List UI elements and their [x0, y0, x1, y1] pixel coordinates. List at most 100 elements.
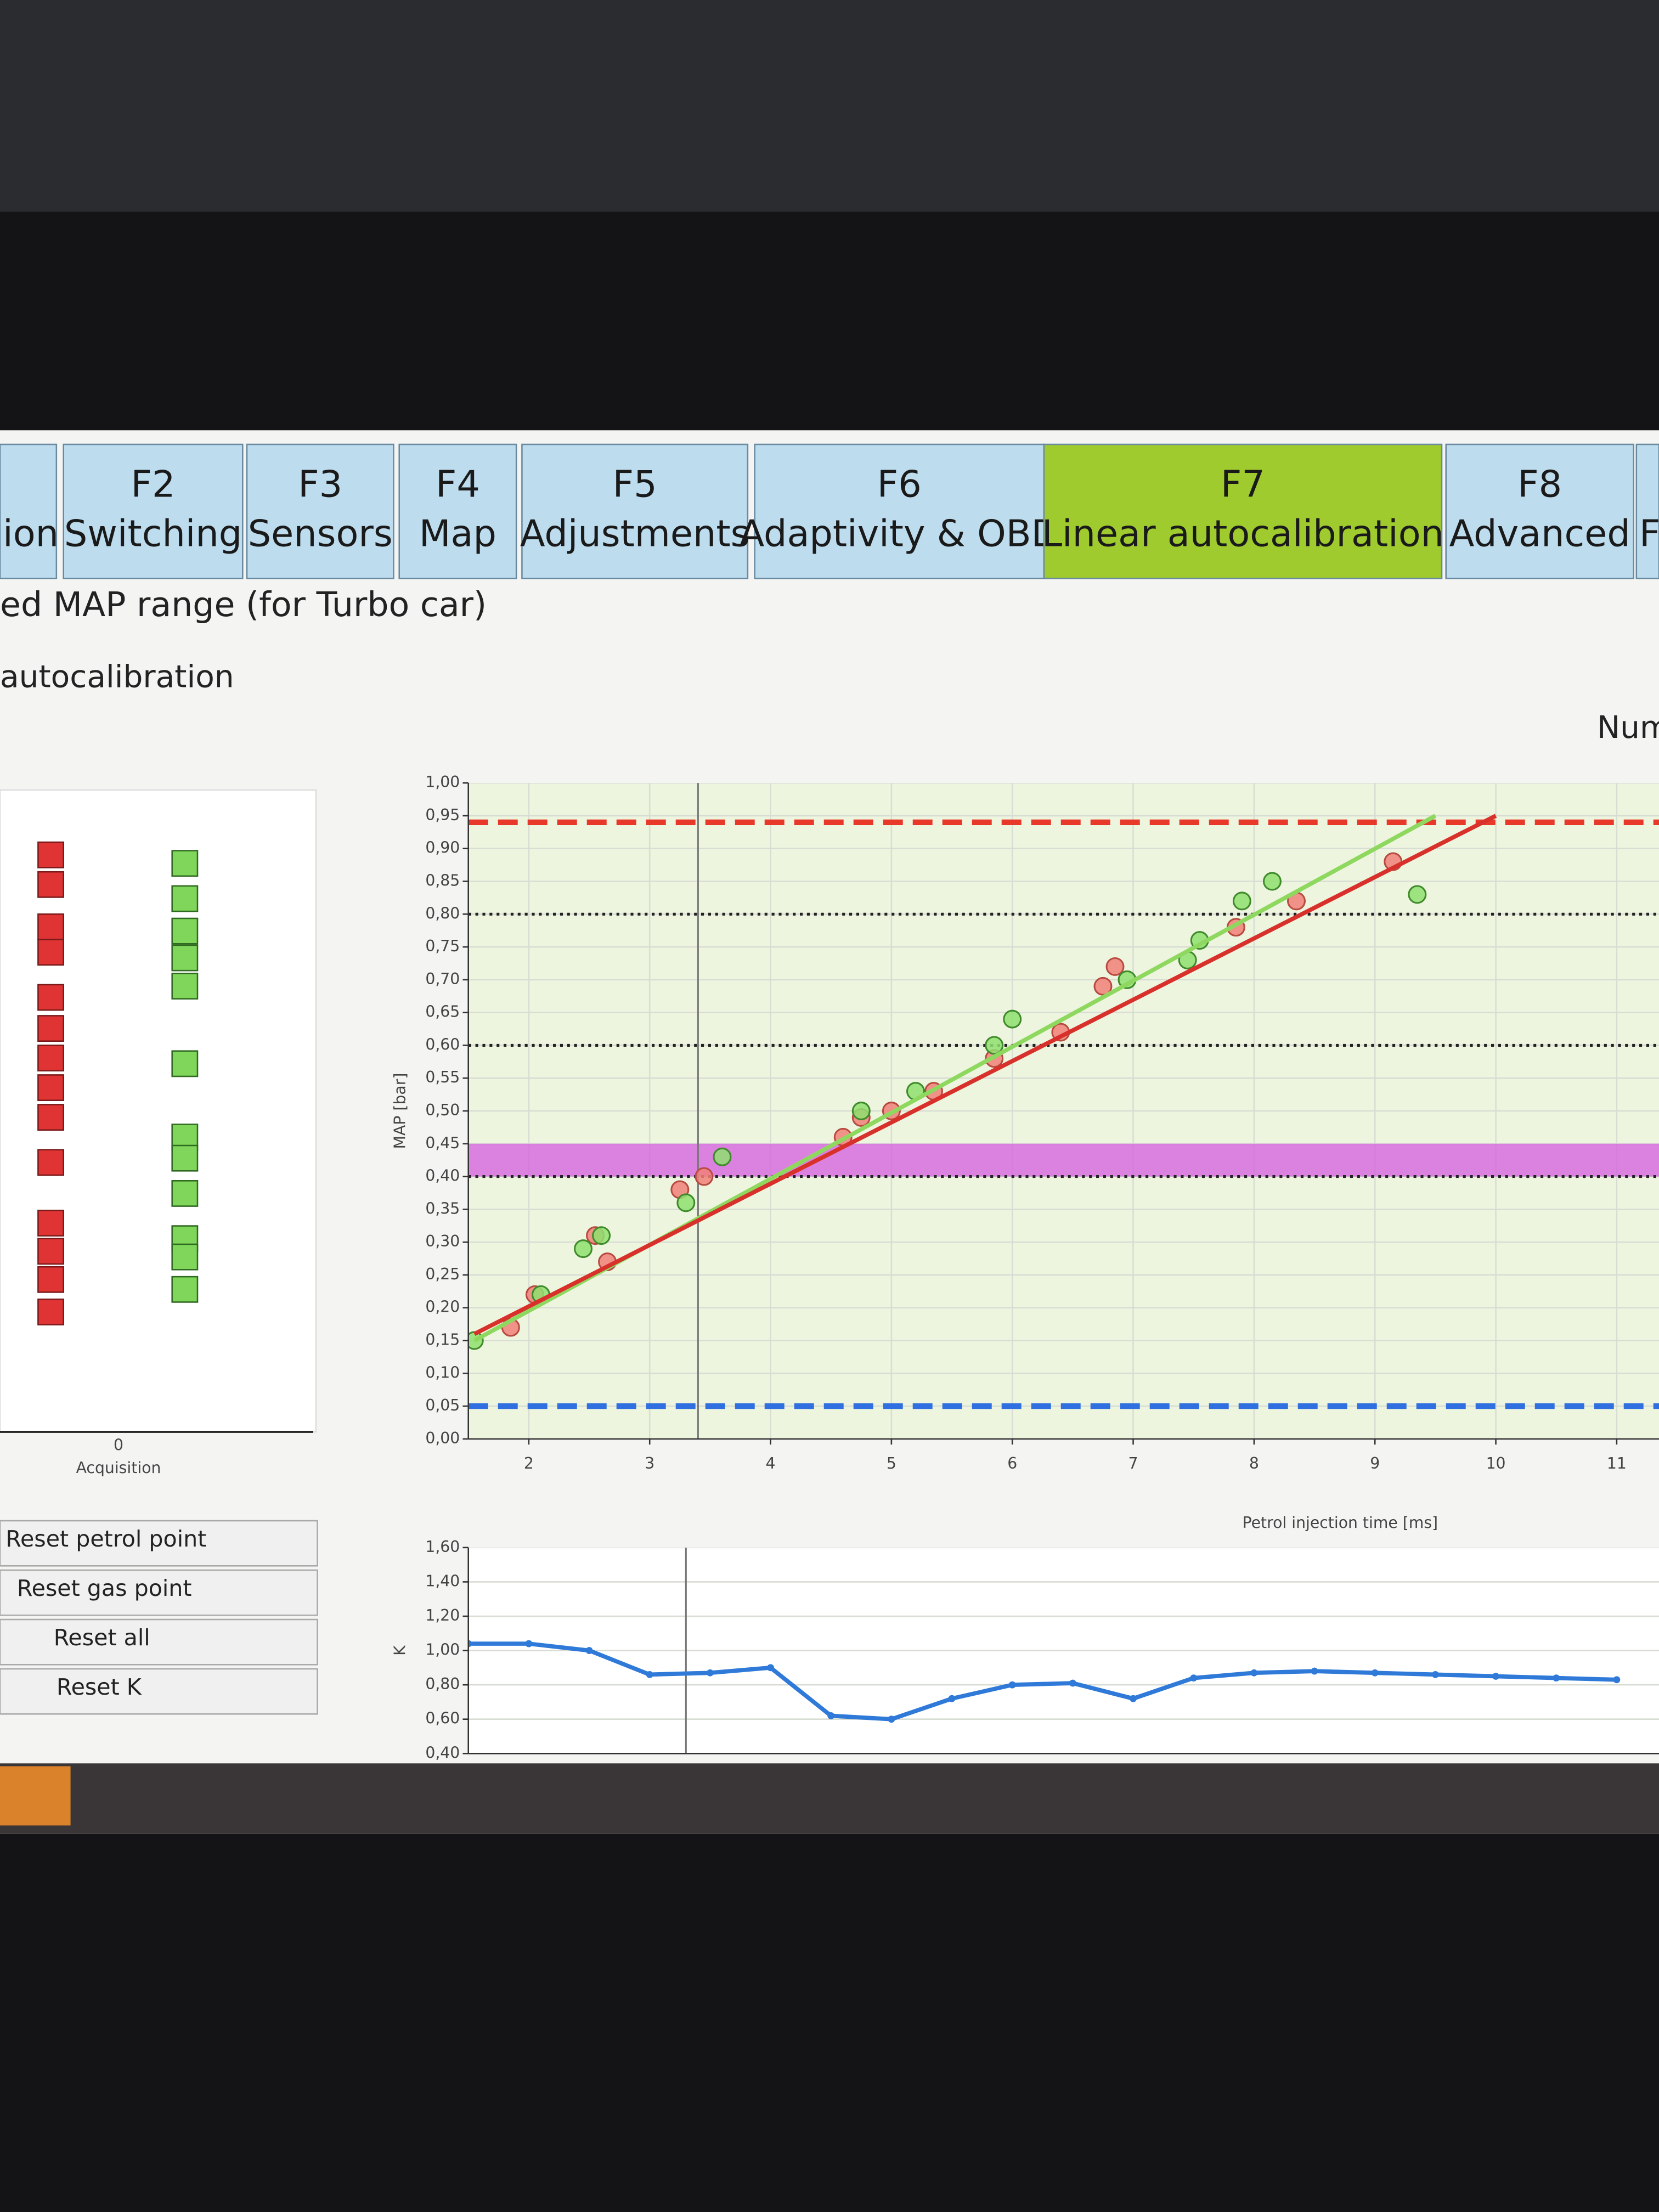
status-red [37, 1104, 65, 1131]
y-tick-label: 0,60 [425, 1035, 460, 1053]
tab[interactable] [1043, 443, 1443, 579]
tab-label: F [1639, 512, 1659, 555]
data-point [1130, 1695, 1137, 1702]
y-tick-label: 0,80 [425, 1675, 460, 1693]
data-point [1250, 1669, 1258, 1677]
status-red [37, 1299, 65, 1325]
y-axis-title: MAP [bar] [391, 1073, 409, 1149]
status-green [171, 1180, 199, 1207]
status-red [37, 1015, 65, 1042]
y-axis-title: K [391, 1645, 409, 1656]
button-label: Reset all [54, 1624, 150, 1651]
y-tick-label: 0,45 [425, 1134, 460, 1152]
taskbar [0, 1763, 1659, 1834]
y-tick-label: 0,15 [425, 1331, 460, 1349]
button[interactable] [0, 1668, 318, 1715]
button-label: Reset gas point [17, 1575, 192, 1601]
plot-layer [468, 783, 1659, 1439]
status-red [37, 871, 65, 898]
status-red [37, 1149, 65, 1176]
data-point [1105, 957, 1125, 976]
y-tick-label: 0,85 [425, 872, 460, 890]
y-tick-label: 0,30 [425, 1232, 460, 1250]
data-point [713, 1147, 732, 1166]
data-point [1262, 872, 1282, 891]
tab[interactable] [246, 443, 394, 579]
acquisition-label: Acquisition [76, 1459, 161, 1477]
x-tick-label: 2 [524, 1454, 534, 1472]
x-tick-label: 10 [1486, 1454, 1506, 1472]
tab[interactable] [0, 443, 58, 579]
tab[interactable] [1445, 443, 1634, 579]
data-point [676, 1193, 696, 1212]
data-point [827, 1712, 835, 1719]
tab[interactable] [1635, 443, 1659, 579]
x-tick-label: 8 [1249, 1454, 1259, 1472]
subsection-title: autocalibration [0, 658, 234, 695]
data-point [1408, 885, 1427, 904]
tab[interactable] [63, 443, 244, 579]
y-tick-label: 1,60 [425, 1538, 460, 1556]
data-point [592, 1226, 611, 1245]
y-tick-label: 0,55 [425, 1068, 460, 1086]
status-green [171, 1144, 199, 1172]
section-title: ed MAP range (for Turbo car) [0, 585, 487, 624]
y-tick-label: 0,20 [425, 1298, 460, 1316]
data-point [1613, 1676, 1621, 1684]
tab[interactable] [398, 443, 517, 579]
x-axis-title: Petrol injection time [ms] [1243, 1514, 1438, 1532]
acquisition-tick: 0 [114, 1436, 123, 1454]
band [468, 1143, 1659, 1177]
data-point [1371, 1669, 1379, 1677]
y-tick-label: 0,10 [425, 1363, 460, 1381]
tab[interactable] [521, 443, 749, 579]
y-tick-label: 0,25 [425, 1265, 460, 1283]
data-point [1069, 1679, 1076, 1687]
y-tick-label: 1,20 [425, 1606, 460, 1624]
status-red [37, 984, 65, 1011]
status-red [37, 1074, 65, 1101]
y-tick-label: 1,00 [425, 1641, 460, 1659]
y-tick-label: 0,50 [425, 1101, 460, 1119]
tab-label: ion [3, 512, 59, 555]
y-tick-label: 0,70 [425, 970, 460, 988]
tab-label: Sensors [248, 512, 393, 555]
button[interactable] [0, 1520, 318, 1567]
data-point [1008, 1681, 1016, 1689]
x-tick-label: 11 [1607, 1454, 1627, 1472]
button[interactable] [0, 1569, 318, 1616]
data-point [985, 1036, 1004, 1055]
y-tick-label: 0,40 [425, 1167, 460, 1185]
data-point [851, 1102, 871, 1120]
data-point [1431, 1671, 1439, 1678]
data-point [1311, 1667, 1318, 1675]
data-point [695, 1167, 714, 1186]
data-point [1003, 1009, 1022, 1029]
tab-key: F4 [436, 463, 480, 506]
x-tick-label: 9 [1370, 1454, 1380, 1472]
y-tick-label: 0,75 [425, 937, 460, 955]
tab[interactable] [754, 443, 1045, 579]
x-tick-label: 3 [645, 1454, 654, 1472]
tab-key: F6 [877, 463, 922, 506]
y-tick-label: 0,80 [425, 904, 460, 922]
status-green [171, 973, 199, 1000]
tab-key: F3 [298, 463, 342, 506]
data-line [473, 814, 1497, 1336]
data-point [525, 1640, 533, 1647]
tab-key: F8 [1517, 463, 1562, 506]
y-tick-label: 0,90 [425, 839, 460, 857]
status-red [37, 1266, 65, 1293]
steering-area [0, 0, 1659, 212]
tab-label: Adjustments [520, 512, 750, 555]
y-tick-label: 0,05 [425, 1396, 460, 1414]
button-label: Reset petrol point [5, 1526, 206, 1552]
tab-label: Switching [64, 512, 242, 555]
tab-key: F7 [1221, 463, 1265, 506]
data-line [468, 1641, 1617, 1722]
button[interactable] [0, 1618, 318, 1666]
status-red [37, 913, 65, 940]
status-green [171, 917, 199, 945]
